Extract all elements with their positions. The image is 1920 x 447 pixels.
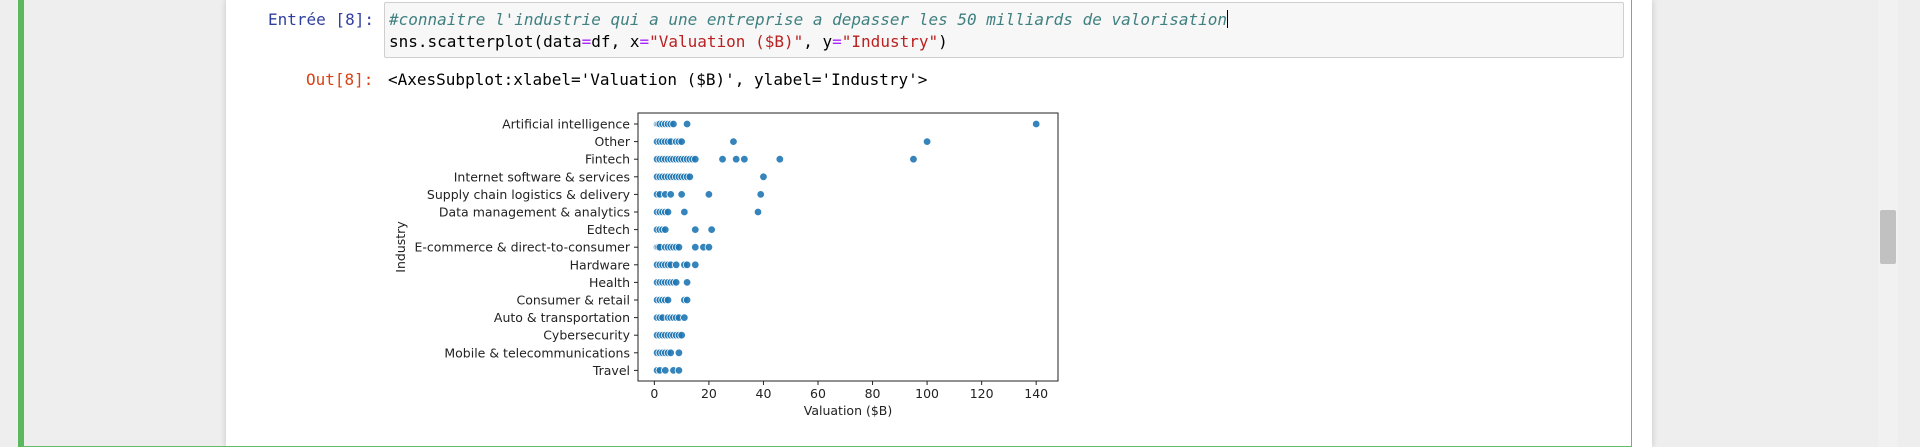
- data-point: [677, 190, 686, 199]
- code-comment: #connaitre l'industrie qui a une entrepr…: [389, 10, 1228, 29]
- data-point: [909, 155, 918, 164]
- scatter-chart: Artificial intelligence Other Fintech Inter…: [393, 112, 1059, 418]
- y-tick-label: Auto & transportation: [494, 310, 630, 325]
- data-point: [704, 190, 714, 199]
- x-tick-label: 100: [915, 386, 939, 401]
- y-tick-label: Cybersecurity: [543, 328, 630, 343]
- data-point: [685, 172, 695, 181]
- data-point: [922, 137, 932, 146]
- x-tick-label: 140: [1024, 386, 1048, 401]
- x-tick-label: 20: [701, 386, 717, 401]
- x-tick-label: 0: [650, 386, 658, 401]
- data-point: [674, 348, 684, 357]
- output-text: <AxesSubplot:xlabel='Valuation ($B)', yl…: [388, 70, 928, 89]
- data-point: [674, 366, 684, 375]
- text-cursor: [1227, 10, 1229, 28]
- data-point: [671, 260, 681, 269]
- data-point: [661, 366, 670, 375]
- data-point: [666, 348, 675, 357]
- code-token: ): [938, 32, 948, 51]
- y-axis-label: Industry: [393, 221, 408, 273]
- data-point: [682, 278, 692, 287]
- data-point: [674, 242, 684, 252]
- scrollbar-thumb[interactable]: [1880, 210, 1896, 264]
- code-token: , y: [803, 32, 833, 51]
- x-tick-label: 40: [756, 386, 772, 401]
- data-point: [691, 242, 700, 252]
- x-tick-label: 120: [970, 386, 994, 401]
- data-point: [691, 260, 700, 269]
- data-point: [691, 225, 700, 234]
- data-point: [753, 207, 763, 217]
- data-point: [718, 155, 727, 164]
- y-tick-label: Travel: [592, 363, 630, 378]
- code-operator: =: [832, 32, 842, 51]
- code-token: df, x: [591, 32, 640, 51]
- data-point: [663, 295, 673, 305]
- data-point: [1031, 119, 1041, 129]
- code-token: sns.scatterplot(data: [389, 32, 582, 51]
- data-point: [682, 260, 692, 269]
- code-string: "Valuation ($B)": [649, 32, 804, 51]
- data-point: [682, 295, 692, 305]
- y-tick-label: Internet software & services: [454, 169, 630, 184]
- data-point: [666, 190, 675, 199]
- data-point: [775, 155, 785, 164]
- data-point: [731, 155, 741, 164]
- data-point: [680, 313, 689, 322]
- data-point: [671, 278, 681, 287]
- data-point: [682, 119, 692, 129]
- x-tick-label: 60: [810, 386, 826, 401]
- y-tick-label: Mobile & telecommunications: [444, 345, 630, 360]
- y-tick-label: Artificial intelligence: [502, 117, 630, 132]
- y-tick-label: E-commerce & direct-to-consumer: [414, 240, 630, 255]
- x-axis-label: Valuation ($B): [804, 403, 893, 418]
- data-point: [691, 155, 700, 164]
- output-prompt: Out[8]:: [306, 70, 374, 89]
- code-operator: =: [639, 32, 650, 51]
- code-editor[interactable]: #connaitre l'industrie qui a une entrepr…: [384, 2, 1624, 58]
- data-point: [729, 137, 738, 146]
- y-tick-label: Edtech: [587, 222, 630, 237]
- data-point: [704, 242, 714, 252]
- x-tick-label: 80: [865, 386, 881, 401]
- code-string: "Industry": [841, 32, 939, 51]
- data-point: [677, 330, 686, 340]
- data-point: [680, 207, 689, 217]
- data-point: [677, 137, 686, 146]
- data-point: [669, 119, 678, 129]
- y-tick-label: Fintech: [585, 152, 630, 167]
- y-tick-label: Hardware: [570, 257, 631, 272]
- data-point: [759, 172, 768, 181]
- y-tick-label: Supply chain logistics & delivery: [427, 187, 631, 202]
- data-point: [661, 225, 670, 234]
- code-operator: =: [581, 32, 592, 51]
- y-tick-label: Consumer & retail: [517, 293, 631, 308]
- data-point: [756, 190, 765, 199]
- y-tick-label: Data management & analytics: [439, 205, 630, 220]
- y-tick-label: Health: [589, 275, 630, 290]
- input-prompt: Entrée [8]:: [268, 10, 374, 29]
- data-point: [663, 207, 673, 217]
- y-tick-label: Other: [595, 134, 631, 149]
- data-point: [740, 155, 749, 164]
- data-point: [707, 225, 716, 234]
